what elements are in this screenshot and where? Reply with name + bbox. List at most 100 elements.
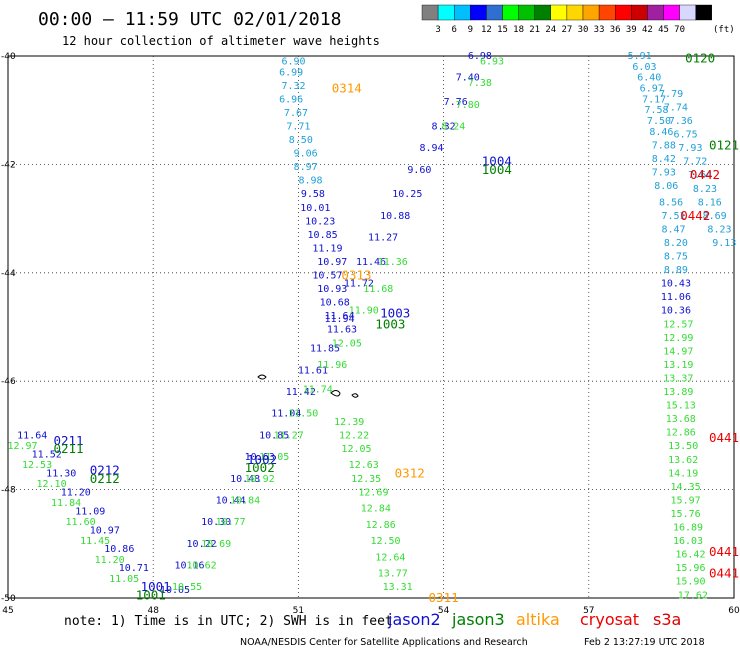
wave-height-value: 6.96 [279, 94, 303, 105]
wave-height-value: 12.86 [366, 520, 396, 531]
wave-height-value: 10.97 [90, 525, 120, 536]
time-label: 0314 [332, 81, 362, 96]
colorbar-label: 12 [481, 25, 492, 35]
wave-height-value: 9.60 [407, 165, 431, 176]
wave-height-value: 10.25 [392, 189, 422, 200]
x-tick-label: 54 [438, 606, 450, 616]
wave-height-value: 10.22 [187, 539, 217, 550]
x-tick-label: 57 [583, 606, 594, 616]
wave-height-value: 11.52 [32, 449, 62, 460]
wave-height-value: 8.47 [661, 224, 685, 235]
x-tick-label: 60 [728, 606, 740, 616]
wave-height-value: 6.98 [468, 51, 492, 62]
wave-height-value: 10.77 [216, 517, 246, 528]
wave-height-value: 11.84 [51, 498, 81, 509]
chart-title: 00:00 – 11:59 UTC 02/01/2018 [38, 9, 341, 30]
colorbar-label: 70 [674, 25, 685, 35]
wave-height-value: 8.89 [664, 265, 688, 276]
wave-height-value: 8.69 [703, 211, 727, 222]
colorbar-label: 21 [529, 25, 540, 35]
wave-height-value: 13.89 [663, 387, 693, 398]
colorbar-swatch [695, 4, 713, 21]
legend-entry: s3a [653, 610, 681, 629]
wave-height-value: 8.32 [432, 121, 456, 132]
colorbar-swatch [534, 4, 552, 21]
colorbar-swatch [421, 4, 439, 21]
y-tick-label: -44 [1, 269, 16, 279]
axis-ticks: 45 48 51 54 57 60 -40 -42 -44 -46 -48 -50 [1, 52, 740, 616]
wave-height-value: 13.37 [663, 373, 693, 384]
colorbar-swatch [679, 4, 696, 21]
colorbar-swatch [454, 4, 471, 21]
wave-height-value: 14.19 [668, 468, 698, 479]
colorbar-label: 36 [610, 25, 621, 35]
wave-height-value: 11.27 [368, 233, 398, 244]
wave-height-value: 10.97 [317, 257, 347, 268]
wave-height-value: 11.64 [324, 311, 354, 322]
x-tick-label: 48 [147, 606, 159, 616]
footer-credit: NOAA/NESDIS Center for Satellite Applica… [240, 637, 528, 648]
wave-height-value: 11.94 [324, 314, 354, 325]
wave-height-value: 12.05 [332, 338, 362, 349]
time-label: 0442 [690, 167, 720, 182]
wave-height-value: 11.96 [317, 360, 347, 371]
wave-height-value: 6.75 [674, 130, 698, 141]
y-tick-label: -42 [1, 160, 16, 170]
wave-height-value: 10.05 [160, 585, 190, 596]
wave-height-value: 10.16 [174, 560, 204, 571]
footer-note: note: 1) Time is in UTC; 2) SWH is in fe… [64, 614, 393, 629]
colorbar-label: 30 [578, 25, 589, 35]
wave-height-value: 10.84 [230, 495, 260, 506]
wave-height-value: 12.35 [351, 474, 381, 485]
wave-height-value: 12.64 [375, 552, 405, 563]
colorbar-label: 45 [658, 25, 669, 35]
wave-height-value: 7.36 [669, 116, 693, 127]
plot-frame [7, 55, 735, 599]
wave-height-value: 12.57 [663, 319, 693, 330]
wave-height-value: 7.17 [642, 94, 666, 105]
track-altika-3: 12.39 12.22 12.05 12.63 12.35 12.69 12.84 12.86… [334, 417, 413, 593]
wave-height-value: 15.13 [666, 401, 696, 412]
wave-height-value: 8.20 [664, 238, 688, 249]
x-tick-label: 45 [2, 606, 13, 616]
wave-height-value: 8.24 [441, 121, 465, 132]
time-label: 0441 [709, 430, 739, 445]
colorbar-swatch [437, 4, 455, 21]
wave-height-value: 16.42 [675, 550, 705, 561]
wave-height-value: 10.48 [230, 474, 260, 485]
wave-height-value: 10.85 [259, 430, 289, 441]
colorbar-swatch [631, 4, 648, 21]
wave-height-value: 15.97 [671, 495, 701, 506]
wave-height-value: 9.13 [712, 238, 736, 249]
wave-height-value: 7.93 [678, 143, 702, 154]
colorbar-label: 33 [594, 25, 605, 35]
time-label: 0442 [680, 208, 710, 223]
wave-height-value: 12.39 [334, 417, 364, 428]
wave-height-value: 11.90 [349, 306, 379, 317]
wave-height-value: 11.85 [310, 344, 340, 355]
colorbar-swatch [550, 4, 568, 21]
time-label: 0120 [685, 51, 715, 66]
wave-height-value: 11.05 [109, 574, 139, 585]
wave-height-value: 10.69 [201, 539, 231, 550]
wave-height-value: 10.62 [187, 560, 217, 571]
footer-timestamp: Feb 2 13:27:19 UTC 2018 [584, 637, 705, 648]
wave-height-value: 11.63 [327, 325, 357, 336]
wave-height-value: 13.68 [666, 414, 696, 425]
wave-height-value: 11.74 [303, 384, 333, 395]
colorbar-swatch [518, 4, 535, 21]
wave-height-value: 5.91 [628, 51, 652, 62]
colorbar-swatch [615, 4, 632, 21]
wave-height-value: 7.74 [664, 102, 688, 113]
wave-height-value: 12.86 [666, 428, 696, 439]
wave-height-value: 7.76 [444, 97, 468, 108]
wave-height-value: 7.71 [286, 121, 310, 132]
colorbar-label: 3 [435, 25, 440, 35]
wave-height-value: 8.97 [294, 162, 318, 173]
wave-height-value: 8.06 [654, 181, 678, 192]
wave-height-value: 11.45 [80, 536, 110, 547]
wave-height-value: 16.03 [673, 536, 703, 547]
wave-height-value: 8.23 [693, 184, 717, 195]
colorbar-label: 42 [642, 25, 653, 35]
wave-height-value: 7.38 [468, 78, 492, 89]
